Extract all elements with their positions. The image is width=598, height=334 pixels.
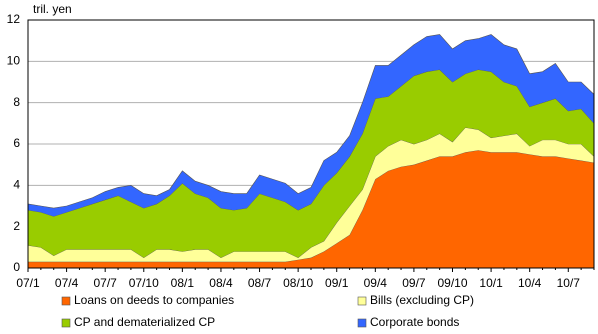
legend-label: CP and dematerialized CP xyxy=(74,315,215,329)
legend-swatch xyxy=(357,296,367,306)
area-fill xyxy=(28,69,594,258)
y-tick-label: 10 xyxy=(7,54,21,68)
x-tick-label: 07/4 xyxy=(55,276,79,290)
x-tick-label: 07/10 xyxy=(129,276,159,290)
legend-label: Bills (excluding CP) xyxy=(370,293,474,307)
x-tick-label: 10/4 xyxy=(518,276,542,290)
x-tick-label: 08/7 xyxy=(248,276,272,290)
legend-swatch xyxy=(61,318,71,328)
y-tick-label: 0 xyxy=(13,260,20,274)
x-tick-label: 08/1 xyxy=(171,276,195,290)
y-tick-label: 4 xyxy=(13,178,20,192)
y-unit-label: tril. yen xyxy=(33,2,72,16)
x-tick-label: 09/10 xyxy=(437,276,467,290)
x-tick-label: 08/4 xyxy=(209,276,233,290)
legend-swatch xyxy=(357,318,367,328)
legend-label: Corporate bonds xyxy=(370,315,459,329)
area-fill xyxy=(28,150,594,268)
x-tick-label: 09/4 xyxy=(364,276,388,290)
x-tick-label: 10/7 xyxy=(557,276,581,290)
y-tick-label: 12 xyxy=(7,12,21,26)
x-tick-label: 08/10 xyxy=(283,276,313,290)
area-edge xyxy=(27,34,595,209)
y-tick-label: 8 xyxy=(13,95,20,109)
x-tick-label: 09/1 xyxy=(325,276,349,290)
legend-swatch xyxy=(61,296,71,306)
x-tick-label: 07/1 xyxy=(16,276,40,290)
y-tick-label: 6 xyxy=(13,136,20,150)
area-fill xyxy=(28,34,594,217)
x-tick-label: 10/1 xyxy=(479,276,503,290)
legend-label: Loans on deeds to companies xyxy=(74,293,234,307)
x-tick-label: 09/7 xyxy=(402,276,426,290)
x-tick-label: 07/7 xyxy=(94,276,118,290)
y-tick-label: 2 xyxy=(13,219,20,233)
